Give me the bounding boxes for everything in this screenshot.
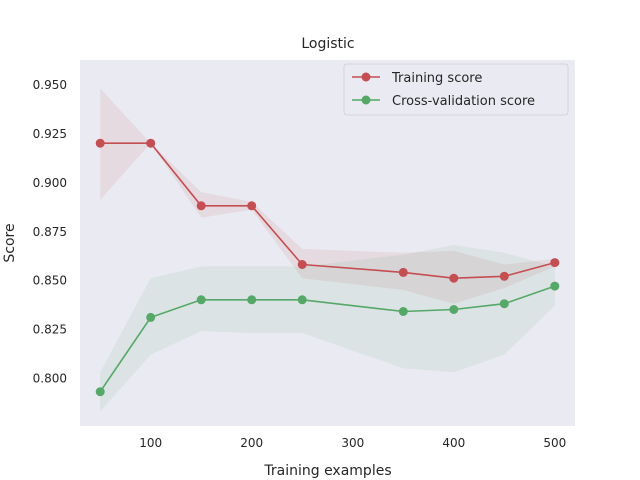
x-axis-ticks: 100 200 300 400 500 (139, 436, 566, 450)
x-tick-label-200: 200 (240, 436, 263, 450)
plot-area (80, 60, 575, 426)
chart-title: Logistic (301, 36, 354, 52)
point-training-3 (247, 201, 257, 211)
y-tick-label-6: 0.950 (33, 78, 67, 92)
legend-label-cross-validation: Cross-validation score (392, 94, 535, 109)
y-tick-label-3: 0.875 (33, 225, 67, 239)
y-axis-ticks: 0.800 0.825 0.850 0.875 0.900 0.925 0.950 (33, 78, 67, 386)
x-tick-label-400: 400 (442, 436, 465, 450)
x-tick-label-500: 500 (543, 436, 566, 450)
confidence-bands (100, 88, 555, 412)
point-cross-validation-4 (297, 295, 307, 305)
point-cross-validation-1 (146, 312, 156, 322)
y-tick-label-0: 0.800 (33, 372, 67, 386)
y-axis-label: Score (2, 223, 18, 262)
legend-label-training: Training score (391, 71, 482, 86)
point-training-4 (297, 260, 307, 269)
point-cross-validation-0 (95, 387, 105, 397)
point-cross-validation-3 (247, 295, 257, 305)
y-tick-label-1: 0.825 (33, 323, 67, 337)
point-cross-validation-2 (196, 295, 206, 305)
point-training-0 (95, 138, 105, 148)
point-cross-validation-5 (398, 307, 408, 316)
point-training-8 (550, 258, 560, 268)
y-tick-label-5: 0.925 (33, 127, 67, 141)
series-points (95, 138, 560, 397)
legend-marker-training (361, 72, 371, 82)
point-cross-validation-8 (550, 281, 560, 291)
point-cross-validation-7 (499, 299, 509, 309)
legend-box (343, 63, 569, 116)
point-training-7 (499, 271, 509, 281)
x-axis-label: Training examples (263, 463, 391, 479)
y-tick-label-2: 0.850 (33, 274, 67, 288)
legend-marker-cross-validation (361, 95, 371, 105)
band-cross-validation (100, 245, 555, 412)
point-training-5 (398, 267, 408, 277)
point-training-1 (146, 138, 156, 148)
point-training-2 (196, 201, 206, 211)
y-tick-label-4: 0.900 (33, 176, 67, 190)
x-tick-label-100: 100 (139, 436, 162, 450)
legend: Training score Cross-validation score (343, 63, 569, 116)
point-cross-validation-6 (449, 305, 459, 314)
band-training (100, 88, 555, 304)
point-training-6 (449, 273, 459, 283)
x-tick-label-300: 300 (341, 436, 364, 450)
